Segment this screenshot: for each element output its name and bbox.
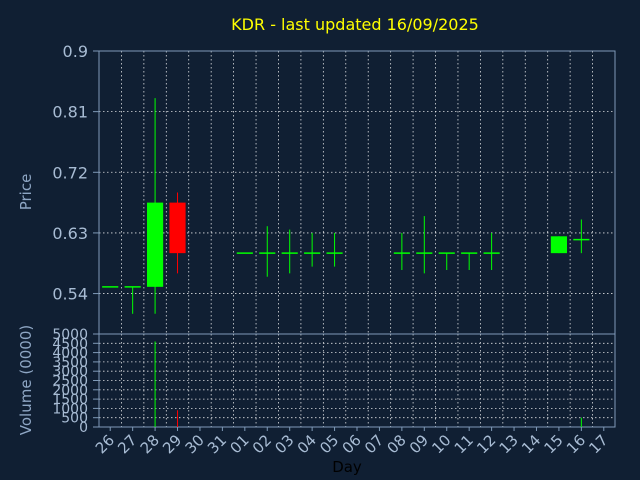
volume-series <box>154 341 582 427</box>
volume-tick-label: 2500 <box>52 374 88 390</box>
volume-tick-label: 1000 <box>52 401 88 417</box>
price-tick-label: 0.9 <box>63 42 88 61</box>
candlestick-series <box>102 98 590 314</box>
candle-05 <box>326 232 343 267</box>
price-axis-ticks: 0.9 0.81 0.72 0.63 0.54 <box>52 42 99 304</box>
candle-02 <box>259 226 276 277</box>
candle-body <box>147 202 164 287</box>
candle-03 <box>281 229 298 274</box>
candle-04 <box>304 232 321 267</box>
price-axis-label: Price <box>17 174 35 211</box>
volume-axis-label: Volume (0000) <box>17 325 35 435</box>
volume-tick-label: 3000 <box>52 364 88 380</box>
volume-tick-label: 1500 <box>52 392 88 408</box>
candle-11 <box>461 252 478 270</box>
candle-09 <box>416 216 433 274</box>
candle-body <box>550 236 567 254</box>
volume-tick-label: 4000 <box>52 346 88 362</box>
volume-tick-label: 0 <box>79 420 88 436</box>
day-axis-label: Day <box>332 458 362 476</box>
volume-gridlines <box>99 334 615 427</box>
chart-title: KDR - last updated 16/09/2025 <box>231 15 479 34</box>
price-tick-label: 0.63 <box>52 224 88 243</box>
price-gridlines <box>99 50 615 334</box>
candle-16 <box>573 219 590 254</box>
candle-15 <box>550 236 567 254</box>
volume-tick-label: 3500 <box>52 355 88 371</box>
candle-29 <box>169 192 186 274</box>
candle-12 <box>483 232 500 270</box>
price-tick-label: 0.81 <box>52 103 88 122</box>
candle-body <box>169 202 186 254</box>
volume-tick-label: 2000 <box>52 383 88 399</box>
volume-tick-label: 4500 <box>52 336 88 352</box>
candle-08 <box>393 232 410 270</box>
candle-28 <box>147 98 164 314</box>
volume-tick-label: 500 <box>61 411 88 427</box>
price-tick-label: 0.72 <box>52 163 88 182</box>
volume-tick-label: 5000 <box>52 327 88 343</box>
candle-27 <box>124 286 141 314</box>
price-tick-label: 0.54 <box>52 285 88 304</box>
candle-10 <box>438 252 455 270</box>
